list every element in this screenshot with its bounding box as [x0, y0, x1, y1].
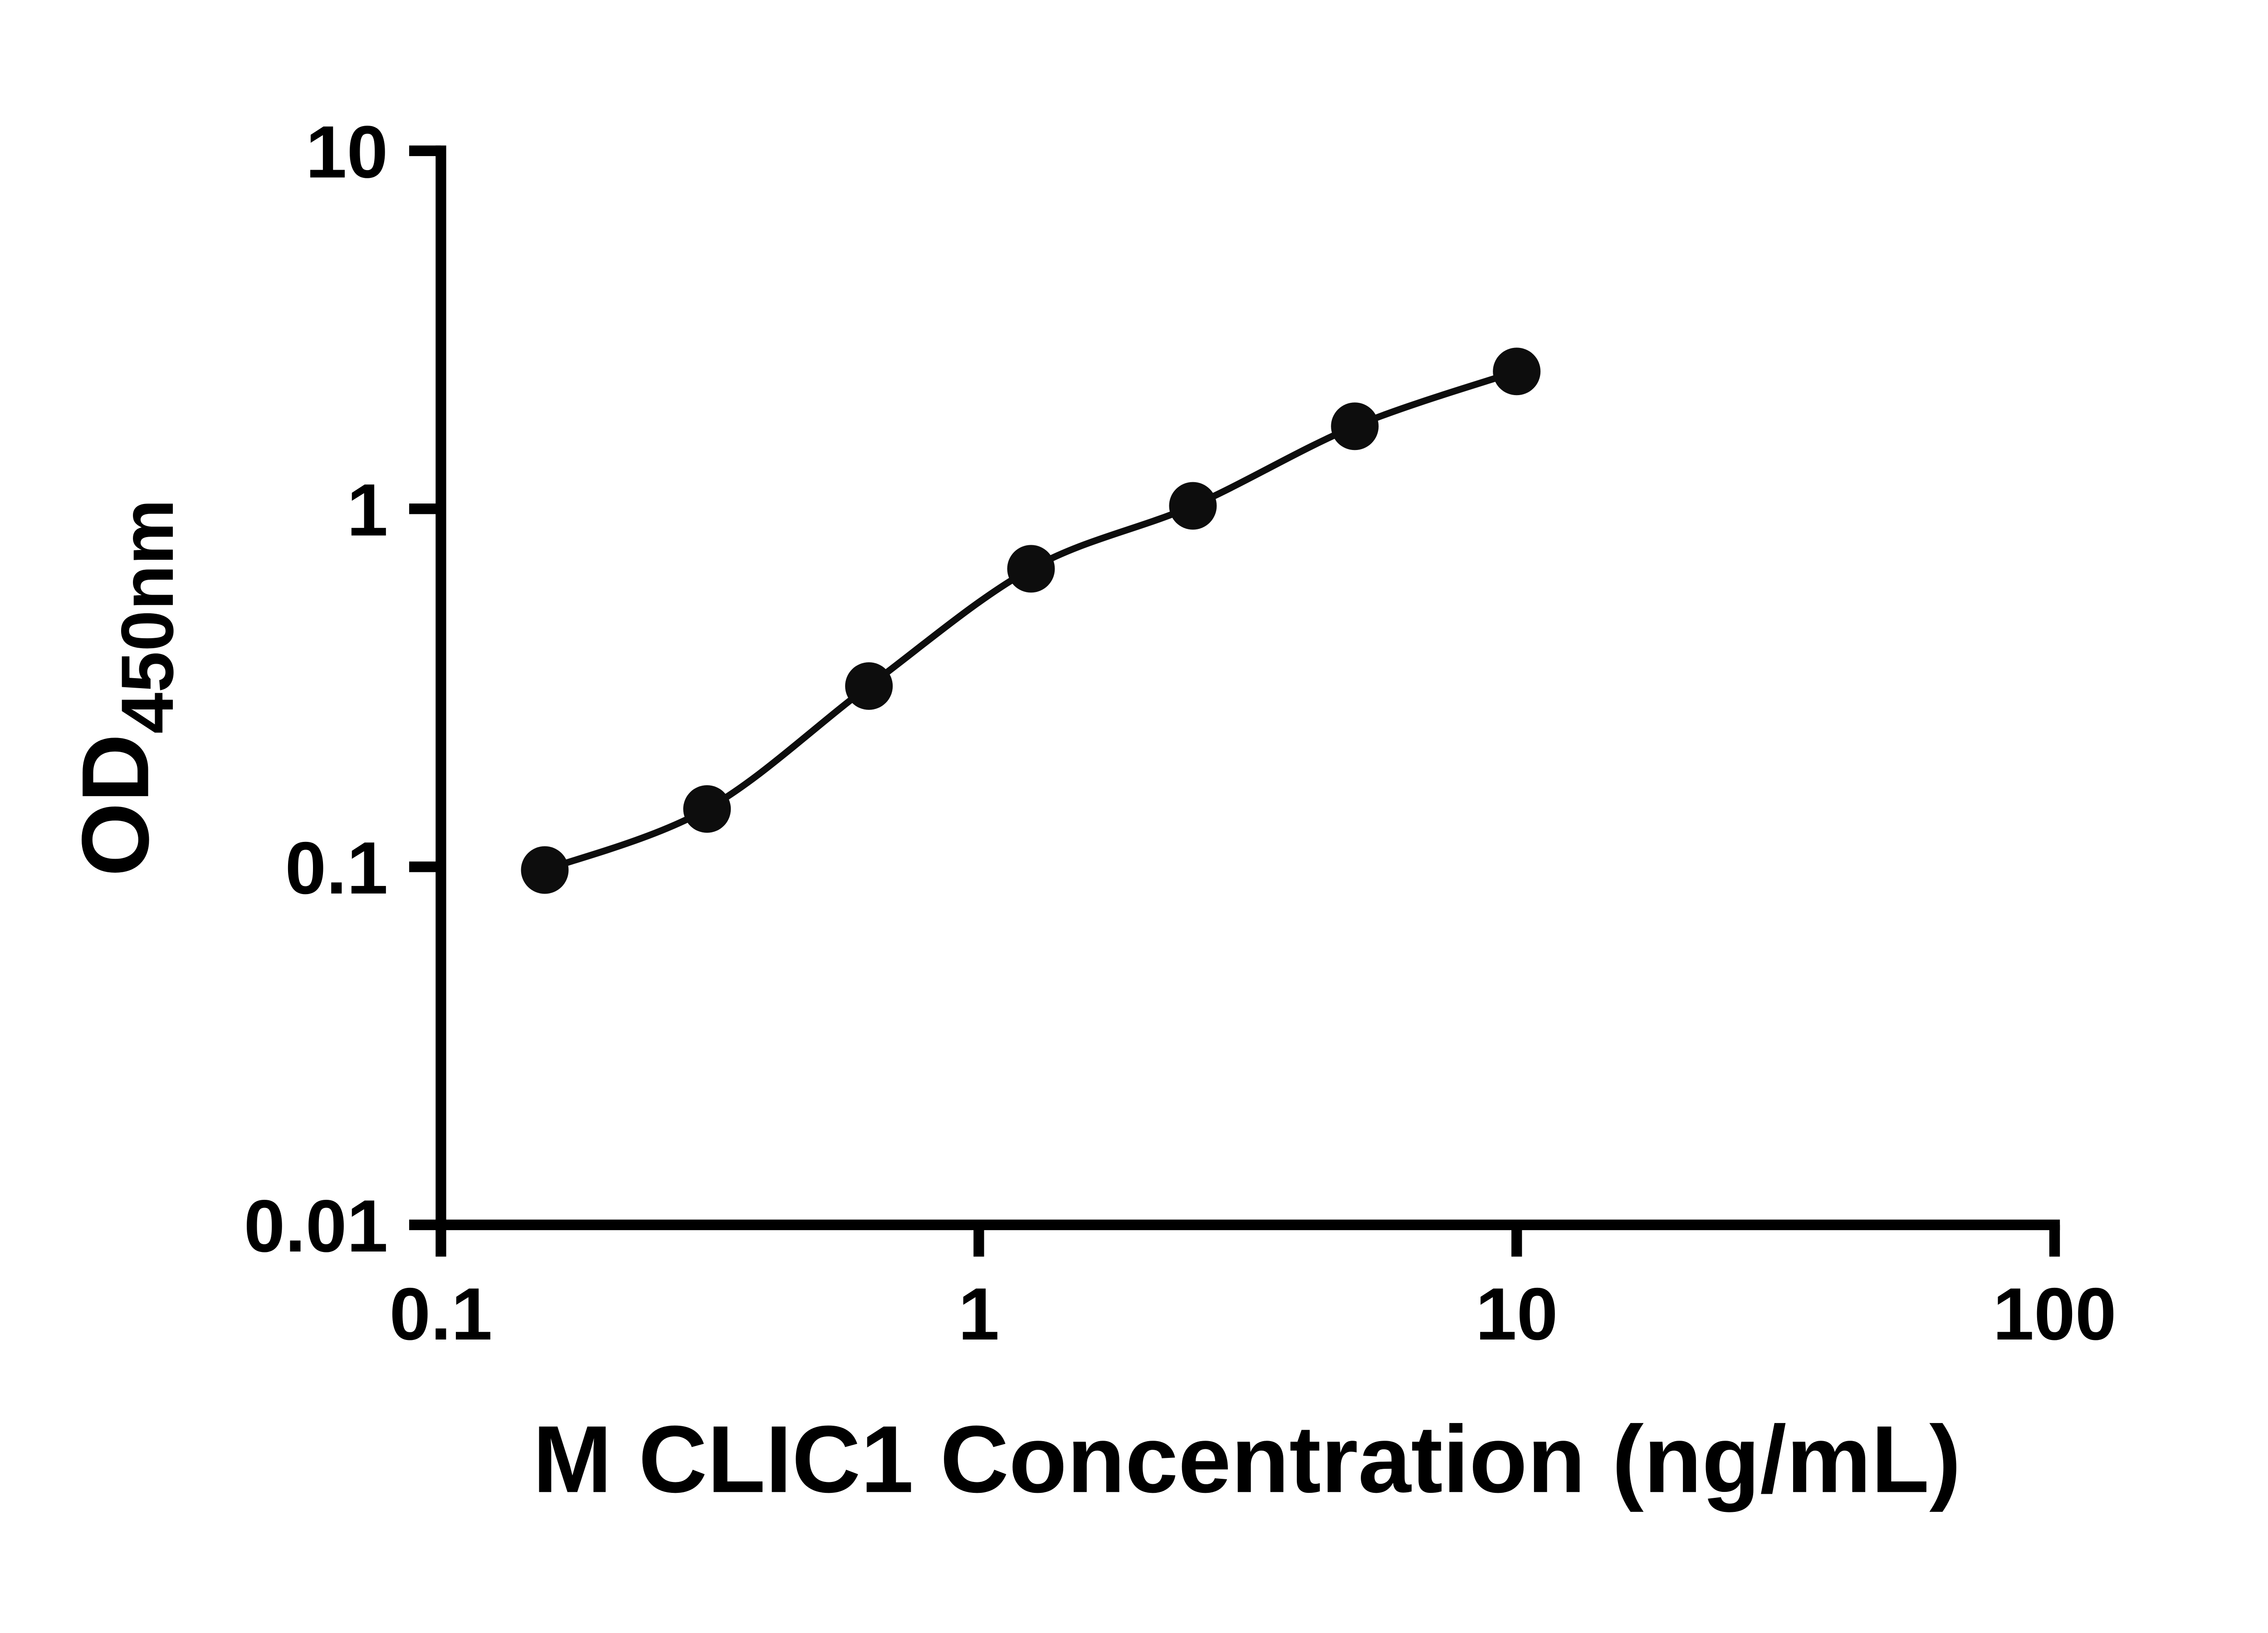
data-point	[683, 785, 731, 833]
data-point	[1331, 402, 1379, 450]
y-axis-title: OD450nm	[63, 499, 189, 876]
data-point	[1007, 545, 1055, 593]
data-point	[1169, 482, 1217, 530]
x-tick-label: 100	[1993, 1272, 2116, 1355]
y-axis-title-main: OD	[63, 734, 169, 877]
y-tick-label: 0.1	[285, 826, 388, 909]
x-tick-label: 1	[958, 1272, 999, 1355]
data-point	[1493, 347, 1541, 396]
data-point	[521, 846, 569, 894]
elisa-standard-curve-figure: 0.1 1 10 100 0.01 0.1 1 10 M CLIC1 Concentratio…	[62, 110, 2116, 1513]
x-tick-label: 0.1	[390, 1272, 493, 1355]
axis-frame	[435, 145, 2060, 1230]
x-axis-title: M CLIC1 Concentration (ng/mL)	[533, 1406, 1961, 1512]
y-tick-label: 10	[306, 110, 388, 193]
y-tick-label: 1	[347, 468, 388, 551]
data-point	[845, 662, 893, 710]
y-axis-title-sub: 450nm	[106, 499, 189, 733]
x-tick-label: 10	[1476, 1272, 1558, 1355]
y-tick-label: 0.01	[244, 1184, 388, 1267]
